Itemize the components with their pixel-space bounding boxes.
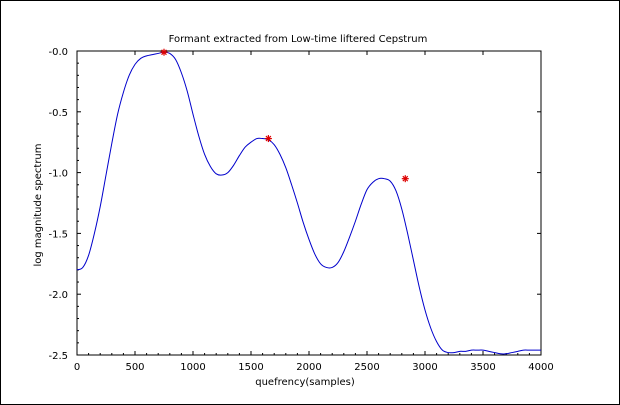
- y-tick-label: -2.0: [48, 290, 68, 301]
- y-tick-label: -0.5: [48, 108, 68, 119]
- x-tick-label: 2000: [296, 362, 321, 373]
- x-tick-label: 4000: [528, 362, 553, 373]
- formant-marker: [160, 48, 168, 56]
- plot-area: [76, 50, 542, 356]
- y-tick-label: -0.0: [48, 47, 68, 58]
- x-tick-label: 3000: [412, 362, 437, 373]
- x-tick-label: 3500: [470, 362, 495, 373]
- formant-marker: [401, 175, 409, 183]
- x-tick-label: 0: [74, 362, 80, 373]
- y-tick-label: -2.5: [48, 351, 68, 362]
- series-group: [76, 51, 541, 355]
- y-tick-label: -1.0: [48, 169, 68, 180]
- formant-marker: [264, 135, 272, 143]
- formant-markers: [160, 48, 409, 183]
- x-tick-label: 1500: [238, 362, 263, 373]
- x-tick-label: 500: [125, 362, 144, 373]
- x-tick-label: 1000: [180, 362, 205, 373]
- x-axis: 0 500 1000 1500 2000 2500 3000 3500 4000: [74, 51, 554, 373]
- chart-title: Formant extracted from Low-time liftered…: [169, 34, 428, 45]
- y-axis-title: log magnitude spectrum: [33, 143, 44, 266]
- x-tick-label: 2500: [354, 362, 379, 373]
- series-line: [76, 51, 541, 355]
- y-tick-label: -1.5: [48, 229, 68, 240]
- x-axis-title: quefrency(samples): [255, 377, 355, 388]
- y-axis: -0.0 -0.5 -1.0 -1.5 -2.0 -2.5: [48, 47, 541, 362]
